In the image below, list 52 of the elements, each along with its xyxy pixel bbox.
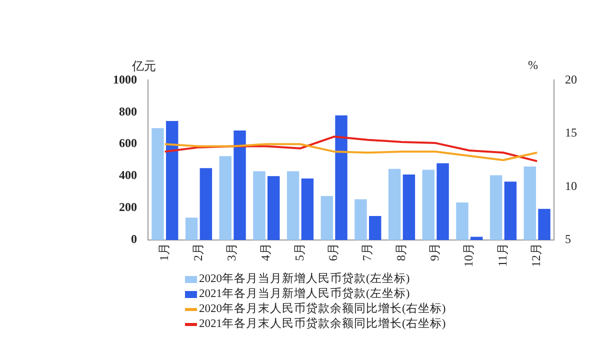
- x-tick-label: 5月: [292, 243, 306, 261]
- bar: [456, 202, 468, 240]
- bar: [368, 216, 382, 240]
- legend-label: 2020年各月末人民币贷款余额同比增长(右坐标): [198, 302, 446, 317]
- bar: [152, 128, 164, 240]
- x-tick-label: 10月: [462, 243, 476, 267]
- bar: [185, 218, 198, 240]
- bar: [354, 199, 367, 240]
- bar: [200, 168, 212, 240]
- legend-label: 2021年各月末人民币贷款余额同比增长(右坐标): [198, 317, 446, 332]
- y2-tick-label: 10: [565, 178, 577, 193]
- y2-axis-title: %: [528, 58, 538, 73]
- bar: [388, 168, 401, 240]
- bar: [524, 166, 536, 240]
- y2-tick-label: 15: [565, 126, 577, 140]
- bar: [320, 196, 334, 240]
- x-tick-label: 4月: [258, 243, 273, 261]
- bar: [267, 176, 280, 240]
- bar: [470, 236, 483, 240]
- x-tick-label: 9月: [428, 243, 442, 261]
- x-tick-label: 1月: [157, 243, 172, 261]
- bar: [335, 115, 348, 240]
- x-tick-label: 2月: [190, 243, 205, 261]
- y-tick-label: 800: [119, 104, 137, 118]
- bar: [219, 156, 232, 240]
- bar: [402, 174, 416, 240]
- x-tick-label: 12月: [529, 243, 544, 267]
- y2-tick-label: 20: [565, 72, 577, 86]
- bar: [253, 171, 266, 240]
- bar: [301, 178, 314, 240]
- y-tick-label: 200: [119, 200, 137, 214]
- bar: [538, 208, 550, 240]
- x-tick-label: 7月: [360, 243, 374, 261]
- y-tick-label: 400: [119, 168, 137, 182]
- x-tick-label: 8月: [394, 243, 408, 261]
- x-tick-label: 11月: [495, 243, 510, 267]
- bar: [436, 163, 449, 240]
- bar: [422, 170, 435, 240]
- bar: [504, 182, 517, 240]
- y-tick-label: 600: [119, 136, 137, 150]
- bar: [490, 175, 502, 240]
- bar: [286, 171, 300, 240]
- x-tick-label: 6月: [326, 243, 340, 261]
- y-tick-label: 0: [131, 232, 137, 246]
- x-tick-label: 3月: [224, 243, 239, 261]
- y-tick-label: 1000: [113, 72, 137, 86]
- y2-tick-label: 5: [565, 232, 571, 246]
- y-axis-title: 亿元: [132, 58, 156, 75]
- legend-label: 2021年各月当月新增人民币贷款(左坐标): [198, 287, 411, 302]
- legend-label: 2020年各月当月新增人民币贷款(左坐标): [198, 272, 411, 287]
- bar: [166, 120, 178, 240]
- bar: [234, 130, 246, 240]
